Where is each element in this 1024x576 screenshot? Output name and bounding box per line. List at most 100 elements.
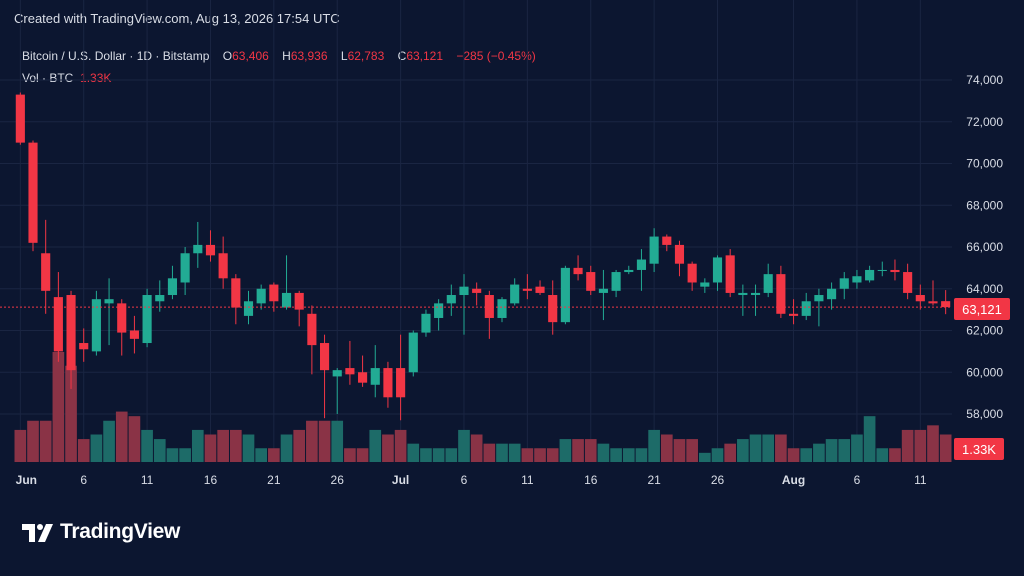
- candle-body: [256, 288, 266, 304]
- volume-bar: [407, 443, 420, 462]
- volume-bar: [115, 411, 128, 462]
- volume-bar: [559, 439, 572, 462]
- candle-body: [928, 301, 938, 304]
- high-value: 63,936: [290, 49, 328, 63]
- volume-bar: [14, 429, 27, 462]
- candle-body: [814, 295, 824, 302]
- y-axis-tick-label: 62,000: [966, 324, 1003, 338]
- volume-bar: [901, 429, 914, 462]
- y-axis-tick-label: 58,000: [966, 407, 1003, 421]
- volume-label: Vol · BTC: [22, 71, 74, 85]
- tradingview-logo[interactable]: TradingView: [22, 520, 180, 544]
- x-axis-tick-label: 6: [80, 473, 87, 487]
- candle-body: [801, 301, 811, 316]
- volume-bar: [179, 448, 191, 462]
- candle-body: [319, 343, 330, 371]
- x-axis-tick-label: 6: [854, 473, 861, 487]
- volume-bar: [217, 429, 229, 462]
- candle-body: [53, 297, 63, 352]
- candle-body: [345, 368, 355, 375]
- volume-bar: [356, 448, 369, 462]
- x-axis-tick-label: 6: [461, 473, 468, 487]
- candle-body: [725, 255, 735, 293]
- candle-body: [776, 274, 786, 314]
- last-volume-badge: 1.33K: [954, 438, 1004, 460]
- volume-bar: [318, 420, 331, 462]
- volume-bar: [711, 448, 724, 462]
- candle-body: [788, 313, 799, 316]
- candle-body: [117, 303, 127, 333]
- volume-bar: [470, 434, 483, 462]
- candle-body: [712, 257, 723, 283]
- close-value: 63,121: [406, 49, 444, 63]
- volume-bar: [610, 448, 622, 462]
- volume-bar: [800, 448, 813, 462]
- y-axis-tick-label: 68,000: [966, 198, 1003, 212]
- volume-bar: [686, 439, 698, 462]
- candle-body: [877, 269, 887, 271]
- candle-body: [763, 274, 773, 293]
- candle-body: [649, 236, 659, 264]
- volume-bar: [813, 443, 825, 462]
- candle-body: [827, 288, 837, 300]
- candle-body: [91, 299, 101, 352]
- volume-bar: [191, 429, 204, 462]
- y-axis-tick-label: 72,000: [966, 115, 1003, 129]
- candle-body: [294, 292, 304, 310]
- volume-bar: [698, 452, 711, 462]
- candle-body: [408, 332, 418, 373]
- open-label: O: [222, 49, 233, 63]
- volume-bar: [927, 425, 939, 462]
- candle-body: [890, 269, 900, 273]
- volume-bar: [572, 439, 584, 462]
- candle-body: [358, 372, 368, 383]
- volume-bar: [660, 434, 673, 462]
- volume-bar: [889, 448, 901, 462]
- candle-body: [193, 244, 203, 254]
- candle-body: [941, 301, 951, 308]
- volume-bar: [65, 365, 77, 462]
- candle-body: [218, 253, 228, 279]
- x-axis-tick-label: 26: [711, 473, 725, 487]
- volume-bar: [90, 434, 103, 462]
- candle-body: [586, 272, 596, 291]
- candle-body: [205, 244, 216, 256]
- volume-bar: [229, 429, 242, 462]
- candle-body: [484, 295, 494, 318]
- volume-bar: [432, 448, 445, 462]
- tradingview-logo-icon: [22, 524, 53, 542]
- candle-body: [865, 269, 875, 281]
- volume-bar: [546, 448, 559, 462]
- candle-body: [269, 284, 279, 302]
- candle-body: [370, 368, 380, 385]
- volume-bar: [344, 448, 356, 462]
- candle-body: [738, 292, 748, 296]
- created-with-caption: Created with TradingView.com, Aug 13, 20…: [14, 11, 340, 26]
- volume-bar: [534, 448, 546, 462]
- high-label: H: [282, 49, 291, 63]
- candle-body: [167, 278, 178, 296]
- candle-body: [129, 330, 139, 339]
- candle-body: [41, 253, 51, 291]
- volume-bar: [166, 448, 179, 462]
- volume-bar: [420, 448, 432, 462]
- volume-bar: [597, 443, 610, 462]
- volume-bar: [128, 416, 141, 462]
- volume-bar: [737, 439, 749, 462]
- candle-body: [472, 288, 482, 293]
- volume-bar: [775, 434, 787, 462]
- candle-body: [611, 272, 621, 291]
- candle-body: [839, 278, 849, 289]
- x-axis-tick-label: 11: [141, 473, 154, 487]
- candle-body: [700, 282, 710, 287]
- volume-bar: [141, 429, 153, 462]
- volume-bar: [648, 429, 660, 462]
- volume-bar: [673, 439, 686, 462]
- y-axis-tick-label: 74,000: [966, 73, 1003, 87]
- volume-bar: [331, 420, 344, 462]
- volume-bar: [306, 420, 318, 462]
- candle-body: [66, 295, 76, 371]
- volume-bar: [496, 443, 508, 462]
- volume-bar: [749, 434, 762, 462]
